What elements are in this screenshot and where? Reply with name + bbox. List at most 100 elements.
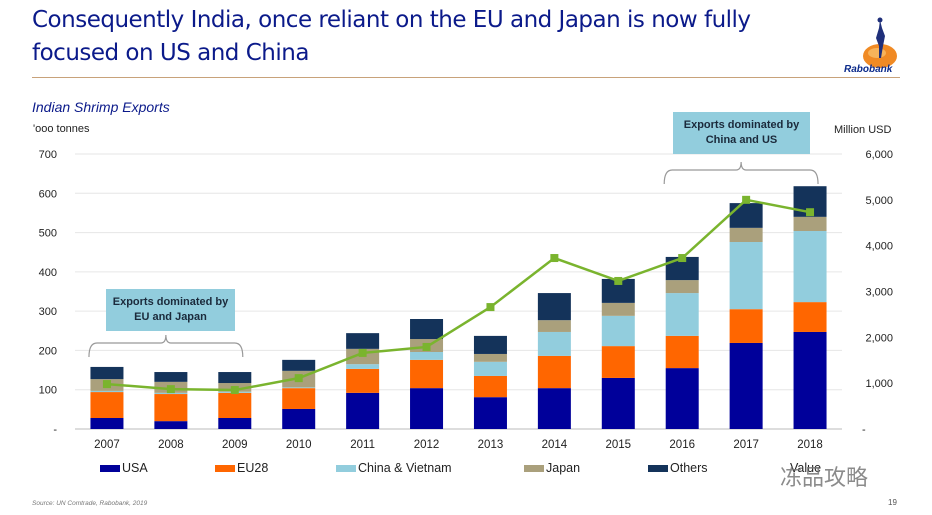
y2-tick-label: 5,000 [865,195,893,207]
bar-segment-china-vietnam [154,392,188,395]
legend-item-japan: Japan [524,461,580,475]
bar-segment-china-vietnam [282,387,316,389]
page-number: 19 [888,498,897,507]
x-tick-label: 2014 [542,439,568,451]
legend-swatch [336,464,356,472]
value-marker [678,254,687,263]
value-marker [742,195,751,204]
value-marker [614,276,623,285]
y2-tick-label: - [862,424,866,436]
right-axis-label: Million USD [834,124,892,136]
y2-tick-label: 1,000 [865,378,893,390]
rabobank-logo-icon [863,17,897,68]
bar-segment-usa [282,408,316,429]
bar-segment-others [90,366,124,380]
legend-label: Others [670,461,708,475]
bar-segment-usa [154,421,188,429]
annotation-brace [663,161,819,185]
legend-label: Japan [546,461,581,475]
bar-segment-others [729,203,763,228]
y-tick-label: 700 [39,149,57,161]
bar-segment-china-vietnam [537,331,571,356]
bar-segment-others [282,359,316,371]
value-marker [550,254,559,263]
value-marker [230,386,239,395]
value-marker [806,208,815,217]
bar-segment-china-vietnam [793,231,827,303]
slide-title: Consequently India, once reliant on the … [32,7,751,66]
source-note: Source: UN Comtrade, Rabobank, 2019 [32,500,148,507]
bar-segment-usa [601,377,635,429]
y2-tick-label: 6,000 [865,149,893,161]
legend-swatch [648,464,668,472]
bar-segment-others [154,372,188,382]
value-marker [294,374,303,383]
bar-segment-japan [537,320,571,332]
legend-item-eu28: EU28 [215,461,268,475]
bar-segment-eu28 [154,394,188,422]
bar-segment-others [537,293,571,321]
bar-segment-usa [729,342,763,429]
bar-segment-others [665,256,699,281]
bar-segment-usa [218,418,252,429]
y-tick-label: 300 [39,306,57,318]
bar-segment-usa [793,331,827,429]
bar-segment-eu28 [218,392,252,418]
bar-segment-eu28 [665,335,699,369]
bar-segment-usa [537,388,571,429]
bar-segment-china-vietnam [346,364,380,369]
bar-segment-usa [346,392,380,429]
bar-segment-eu28 [601,346,635,378]
x-tick-label: 2009 [222,439,248,451]
x-tick-label: 2018 [797,439,823,451]
legend-swatch [524,464,544,472]
bar-segment-usa [473,397,507,429]
y2-tick-label: 3,000 [865,287,893,299]
bar-segment-eu28 [537,355,571,389]
legend-item-value: Value [790,461,821,475]
annotation-brace [88,334,244,358]
x-tick-label: 2011 [350,439,375,451]
legend-label: China & Vietnam [358,461,452,475]
annotation-line: Exports dominated by [683,119,800,131]
value-marker [166,385,175,394]
legend-item-others: Others [648,461,708,475]
x-tick-label: 2017 [733,439,759,451]
x-tick-label: 2013 [478,439,504,451]
x-tick-label: 2008 [158,439,184,451]
value-line [106,198,811,392]
y-tick-label: 500 [39,228,57,240]
bar-segment-eu28 [410,359,444,389]
legend-swatch [215,464,235,472]
bar-segment-eu28 [90,392,124,418]
legend: USA EU28 China & Vietnam Japan Others Va… [0,461,932,477]
legend-item-china-vietnam: China & Vietnam [336,461,452,475]
y-tick-label: 100 [39,385,57,397]
value-marker [486,303,495,312]
x-tick-label: 2015 [605,439,631,451]
bar-segment-china-vietnam [473,361,507,376]
legend-label: EU28 [237,461,269,475]
bar-segment-china-vietnam [90,390,124,393]
annotation-line: EU and Japan [134,311,207,323]
bar-segment-eu28 [346,368,380,393]
bar-segment-japan [665,280,699,294]
legend-label: Value [790,461,822,475]
x-tick-label: 2007 [94,439,120,451]
y2-tick-label: 2,000 [865,332,893,344]
bar-segment-japan [473,353,507,362]
bar-segment-japan [601,302,635,316]
bar-segment-others [346,333,380,349]
bar-segment-china-vietnam [601,315,635,347]
bar-segment-eu28 [473,375,507,398]
bar-segment-china-vietnam [665,293,699,336]
bar-segment-usa [410,388,444,429]
x-tick-label: 2016 [669,439,695,451]
value-marker [422,342,431,351]
bar-segment-usa [90,418,124,429]
y-tick-label: - [53,424,57,436]
value-marker [358,348,367,357]
watermark: 冻品攻略 [780,466,869,491]
